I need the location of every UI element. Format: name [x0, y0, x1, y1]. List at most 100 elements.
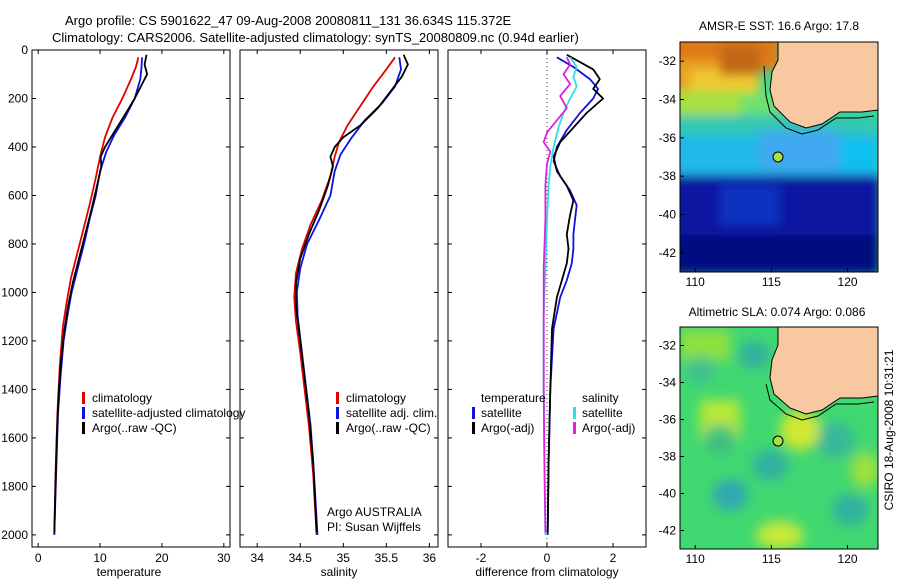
legend-swatch-temp-satellite	[472, 407, 475, 419]
sst-map-lat-ticks: -32 -34 -36 -38 -40 -42	[659, 54, 684, 260]
x-tick-label: 34	[251, 551, 265, 565]
sla-map-lon-ticks: 110 115 120	[686, 545, 858, 566]
depth-tick-label: 600	[8, 188, 28, 202]
lat-tick-label: -40	[659, 208, 677, 222]
lon-tick-label: 120	[838, 275, 858, 289]
lon-tick-label: 110	[686, 552, 705, 566]
lat-tick-label: -36	[659, 131, 677, 145]
legend-label-temp-satellite: satellite	[481, 406, 522, 420]
x-tick-label: 35.5	[375, 551, 399, 565]
x-tick-label: 10	[93, 551, 107, 565]
lat-tick-label: -38	[659, 450, 677, 464]
sla-map-title: Altimetric SLA: 0.074 Argo: 0.086	[689, 305, 866, 319]
argo-position-marker	[772, 151, 784, 163]
lat-tick-label: -32	[659, 54, 677, 68]
x-tick-label: 36	[423, 551, 437, 565]
legend-swatch-climatology	[336, 392, 339, 404]
lat-tick-label: -40	[659, 487, 677, 501]
salinity-legend: climatology satellite adj. clim. Argo(..…	[327, 391, 437, 534]
lon-tick-label: 110	[686, 275, 705, 289]
difference-x-ticks: -2 0 2	[476, 50, 617, 565]
lon-tick-label: 115	[762, 275, 781, 289]
series-line-temperature-satellite	[546, 56, 599, 535]
difference-series	[448, 49, 646, 536]
legend-swatch-temp-argo	[472, 422, 475, 434]
x-tick-label: 34.5	[289, 551, 313, 565]
legend-label-sal-satellite: satellite	[582, 406, 623, 420]
difference-legend: temperature satellite Argo(-adj) salinit…	[472, 391, 635, 435]
x-tick-label: 30	[217, 551, 231, 565]
depth-tick-label: 800	[8, 237, 28, 251]
legend-label-argo: Argo(..raw -QC)	[92, 421, 177, 435]
sst-map-lon-ticks: 110 115 120	[686, 268, 858, 289]
x-tick-label: -2	[476, 551, 487, 565]
legend-label-climatology: climatology	[92, 391, 152, 405]
lat-tick-label: -42	[659, 246, 677, 260]
legend-swatch-argo	[82, 422, 85, 434]
depth-tick-label: 400	[8, 140, 28, 154]
depth-tick-label: 0	[21, 43, 28, 57]
depth-tick-label: 2000	[1, 528, 28, 542]
legend-label-temp-argo: Argo(-adj)	[481, 421, 534, 435]
argo-position-marker	[772, 435, 784, 447]
legend-swatch-sal-argo	[573, 422, 576, 434]
x-tick-label: 0	[35, 551, 42, 565]
lat-tick-label: -32	[659, 339, 677, 353]
salinity-axis-label: salinity	[321, 565, 358, 579]
difference-axis-label: difference from climatology	[475, 565, 618, 579]
legend-swatch-argo	[336, 422, 339, 434]
sla-map-lat-ticks: -32 -34 -36 -38 -40 -42	[659, 339, 684, 538]
legend-header-salinity: salinity	[582, 391, 619, 405]
legend-label-climatology: climatology	[346, 391, 406, 405]
temperature-legend: climatology satellite-adjusted climatolo…	[82, 391, 245, 435]
series-line-argo-raw-qc-	[53, 54, 149, 533]
legend-swatch-sal-satellite	[573, 407, 576, 419]
sst-map	[680, 42, 878, 272]
depth-tick-label: 1600	[1, 431, 28, 445]
series-line-salinity-argo-adj-	[542, 56, 571, 533]
lon-tick-label: 120	[838, 552, 858, 566]
temperature-x-ticks: 0 10 20 30	[35, 50, 231, 565]
legend-label-argo: Argo(..raw -QC)	[346, 421, 431, 435]
legend-swatch-satellite	[336, 407, 339, 419]
legend-label-satellite: satellite-adjusted climatology	[92, 406, 245, 420]
temperature-axis-label: temperature	[97, 565, 162, 579]
sst-map-frame	[679, 41, 879, 273]
depth-tick-label: 1800	[1, 479, 28, 493]
depth-tick-label: 200	[8, 91, 28, 105]
principal-investigator-label: PI: Susan Wijffels	[327, 520, 421, 534]
x-tick-label: 0	[544, 551, 551, 565]
series-line-climatology	[53, 57, 140, 535]
legend-swatch-satellite	[82, 407, 85, 419]
x-tick-label: 35	[337, 551, 351, 565]
lat-tick-label: -36	[659, 413, 677, 427]
depth-tick-label: 1000	[1, 285, 28, 299]
legend-label-satellite: satellite adj. clim.	[346, 406, 437, 420]
lon-tick-label: 115	[762, 552, 781, 566]
lat-tick-label: -38	[659, 169, 677, 183]
depth-tick-label: 1400	[1, 382, 28, 396]
series-line-argo-raw-qc-	[295, 54, 409, 533]
series-line-temperature-argo-adj-	[546, 54, 604, 533]
sla-map	[680, 327, 878, 549]
sla-map-frame	[679, 326, 879, 550]
x-tick-label: 20	[155, 551, 169, 565]
figure-title-line1: Argo profile: CS 5901622_47 09-Aug-2008 …	[65, 13, 512, 28]
legend-label-sal-argo: Argo(-adj)	[582, 421, 635, 435]
x-tick-label: 2	[610, 551, 617, 565]
argo-program-label: Argo AUSTRALIA	[327, 505, 422, 519]
salinity-panel-frame	[239, 49, 439, 548]
series-line-climatology	[293, 56, 396, 535]
sst-map-title: AMSR-E SST: 16.6 Argo: 17.8	[699, 19, 859, 33]
depth-axis: 0 200 400 600 800 1000 1200 1400 1600 1800 2000	[1, 43, 28, 542]
temperature-panel-frame	[31, 49, 231, 548]
lat-tick-label: -42	[659, 524, 677, 538]
legend-swatch-climatology	[82, 392, 85, 404]
lat-tick-label: -34	[659, 376, 677, 390]
side-timestamp: CSIRO 18-Aug-2008 10:31:21	[882, 349, 896, 510]
legend-header-temperature: temperature	[481, 391, 546, 405]
lat-tick-label: -34	[659, 93, 677, 107]
salinity-series	[240, 49, 438, 536]
depth-tick-label: 1200	[1, 334, 28, 348]
